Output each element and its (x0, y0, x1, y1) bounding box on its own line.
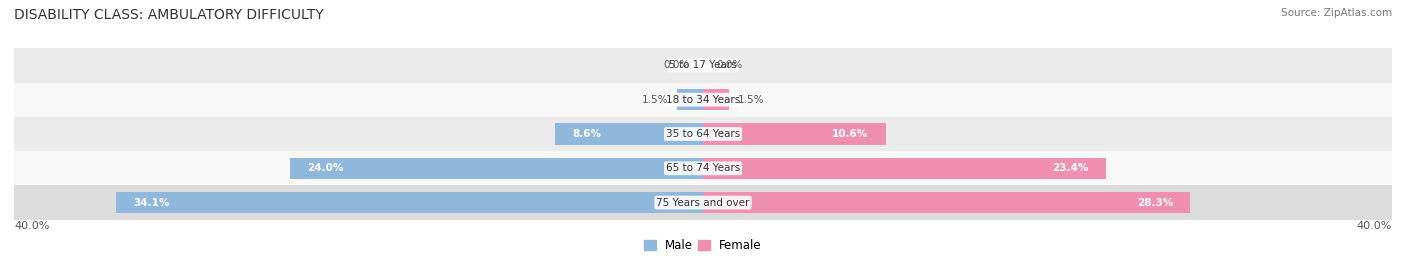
Bar (14, 117, 1392, 151)
Text: 28.3%: 28.3% (1137, 198, 1173, 208)
Text: 35 to 64 Years: 35 to 64 Years (666, 129, 740, 139)
Text: 1.5%: 1.5% (738, 95, 763, 105)
Text: 0.0%: 0.0% (664, 60, 689, 70)
Legend: Male, Female: Male, Female (640, 234, 766, 257)
Text: 40.0%: 40.0% (1357, 221, 1392, 232)
Bar (703, 158, 1107, 179)
Text: 65 to 74 Years: 65 to 74 Years (666, 163, 740, 173)
Bar (703, 123, 886, 145)
Text: 5 to 17 Years: 5 to 17 Years (669, 60, 737, 70)
Bar (703, 192, 1191, 213)
Bar (115, 192, 703, 213)
Text: DISABILITY CLASS: AMBULATORY DIFFICULTY: DISABILITY CLASS: AMBULATORY DIFFICULTY (14, 8, 323, 22)
Text: 8.6%: 8.6% (572, 129, 602, 139)
Text: 24.0%: 24.0% (307, 163, 343, 173)
Text: Source: ZipAtlas.com: Source: ZipAtlas.com (1281, 8, 1392, 18)
Text: 23.4%: 23.4% (1053, 163, 1088, 173)
Text: 10.6%: 10.6% (832, 129, 869, 139)
Text: 18 to 34 Years: 18 to 34 Years (666, 95, 740, 105)
Bar (14, 48, 1392, 83)
Text: 75 Years and over: 75 Years and over (657, 198, 749, 208)
Bar (290, 158, 703, 179)
Bar (14, 151, 1392, 185)
Text: 1.5%: 1.5% (643, 95, 669, 105)
Bar (555, 123, 703, 145)
Bar (14, 83, 1392, 117)
Text: 0.0%: 0.0% (717, 60, 742, 70)
Bar (678, 89, 703, 110)
Bar (14, 185, 1392, 220)
Bar (703, 89, 728, 110)
Text: 34.1%: 34.1% (134, 198, 169, 208)
Text: 40.0%: 40.0% (14, 221, 49, 232)
